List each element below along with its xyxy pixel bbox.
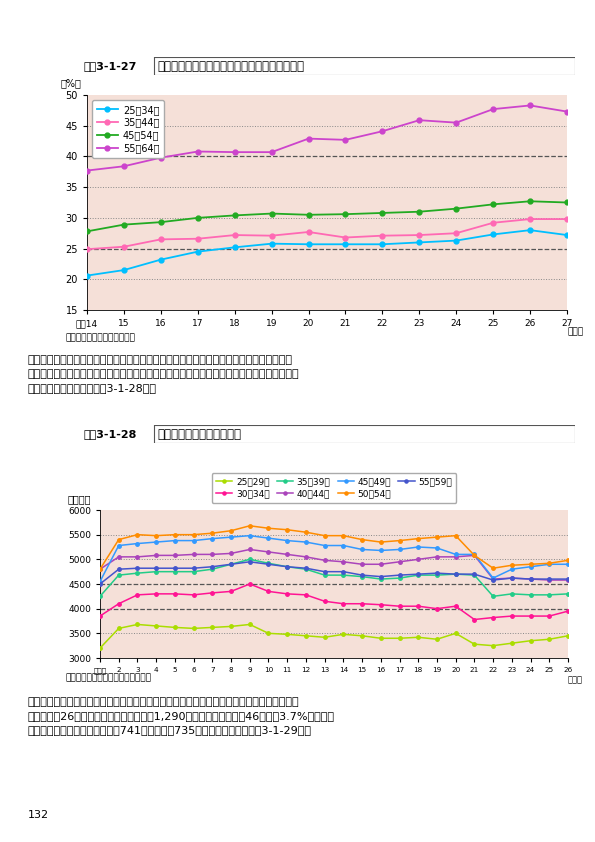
Text: 年齢階級別非正規の職員・従業員の割合の推移: 年齢階級別非正規の職員・従業員の割合の推移 bbox=[158, 60, 305, 72]
Bar bbox=[65, 425, 154, 443]
Text: 所得の状況について、国税庁「民間給与実態調査」により年代別平均給与の推移をみる: 所得の状況について、国税庁「民間給与実態調査」により年代別平均給与の推移をみる bbox=[28, 355, 293, 365]
Text: 資料：国税庁「民間給与実態調査」: 資料：国税庁「民間給与実態調査」 bbox=[65, 673, 151, 682]
Text: 年齢階級別平均給与の推移: 年齢階級別平均給与の推移 bbox=[158, 428, 242, 440]
Text: 132: 132 bbox=[28, 810, 49, 820]
Text: ると、平成26年の貯蓄現在高の平均値は1,290万円で、前年に比べ46万円と3.7%の増加と: ると、平成26年の貯蓄現在高の平均値は1,290万円で、前年に比べ46万円と3.… bbox=[28, 711, 335, 721]
Text: （年）: （年） bbox=[568, 676, 583, 685]
Text: 大きく減少している（図表3-1-28）。: 大きく減少している（図表3-1-28）。 bbox=[28, 383, 157, 393]
Legend: 25〜34歳, 35〜44歳, 45〜54歳, 55〜64歳: 25〜34歳, 35〜44歳, 45〜54歳, 55〜64歳 bbox=[92, 100, 164, 158]
Text: （年）: （年） bbox=[567, 328, 583, 336]
Text: （千円）: （千円） bbox=[67, 494, 91, 504]
Text: と、足下では持ち直しの動きがみられるものの、総じて平均給与は平成９年頃と比較すると: と、足下では持ち直しの動きがみられるものの、総じて平均給与は平成９年頃と比較する… bbox=[28, 369, 300, 379]
Text: 図表3-1-27: 図表3-1-27 bbox=[83, 61, 137, 71]
Bar bbox=[65, 57, 154, 75]
Text: （%）: （%） bbox=[61, 78, 82, 88]
Legend: 25〜29歳, 30〜34歳, 35〜39歳, 40〜44歳, 45〜49歳, 50〜54歳, 55〜59歳: 25〜29歳, 30〜34歳, 35〜39歳, 40〜44歳, 45〜49歳, … bbox=[212, 473, 456, 503]
Text: 貯蓄の状況について、年代別貯蓄（二人以上の世帯のうち勤労者世帯の貯蓄）の推移をみ: 貯蓄の状況について、年代別貯蓄（二人以上の世帯のうち勤労者世帯の貯蓄）の推移をみ bbox=[28, 697, 300, 707]
Text: 図表3-1-28: 図表3-1-28 bbox=[83, 429, 137, 439]
Text: 資料：総務省「労働力調査」: 資料：総務省「労働力調査」 bbox=[65, 333, 135, 342]
Text: なり、貯蓄保有世帯の中央値は741万円（前年735万円）となった（図表3-1-29）。: なり、貯蓄保有世帯の中央値は741万円（前年735万円）となった（図表3-1-2… bbox=[28, 725, 312, 735]
